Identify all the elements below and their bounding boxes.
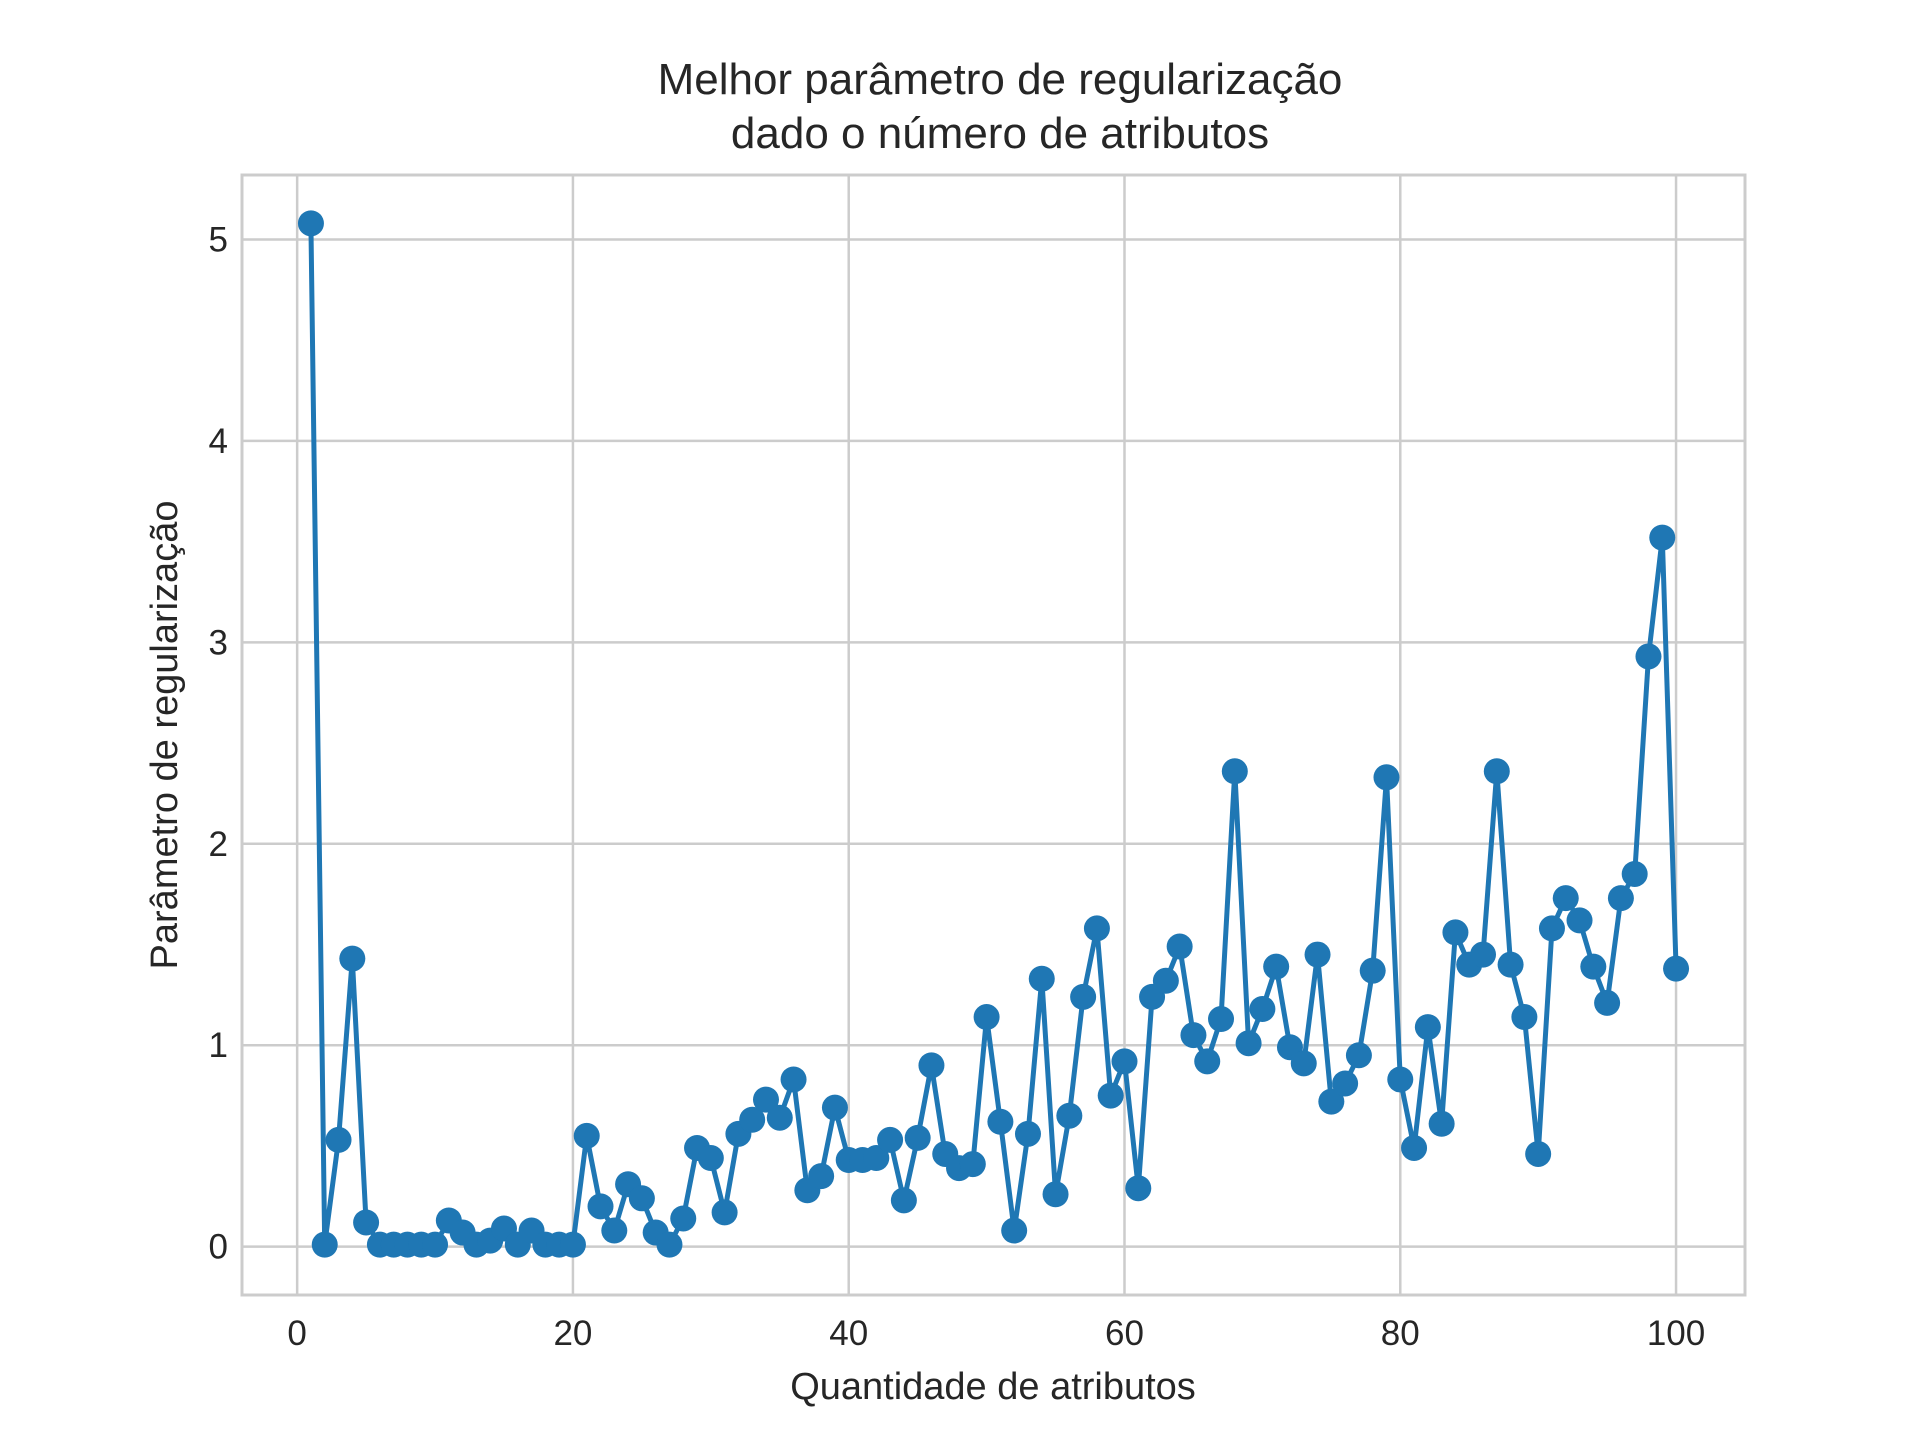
y-tick-label-3: 3 [209, 623, 228, 662]
data-point-65 [1180, 1022, 1207, 1049]
y-tick-label-0: 0 [209, 1228, 228, 1267]
data-point-83 [1428, 1110, 1455, 1137]
x-tick-label-60: 60 [1105, 1314, 1144, 1353]
data-point-87 [1483, 758, 1510, 785]
data-point-35 [766, 1104, 793, 1131]
data-point-2 [311, 1231, 338, 1258]
data-point-70 [1249, 995, 1276, 1022]
series-line-0 [308, 223, 1679, 1248]
x-tick-label-20: 20 [553, 1314, 592, 1353]
data-point-84 [1442, 919, 1469, 946]
data-point-98 [1635, 643, 1662, 670]
data-point-39 [821, 1094, 848, 1121]
data-point-30 [697, 1145, 724, 1172]
data-point-67 [1208, 1006, 1235, 1033]
data-point-71 [1263, 953, 1290, 980]
data-point-44 [890, 1187, 917, 1214]
data-point-75 [1318, 1088, 1345, 1115]
data-point-82 [1414, 1014, 1441, 1041]
data-point-66 [1194, 1048, 1221, 1075]
data-point-50 [973, 1004, 1000, 1031]
data-point-33 [739, 1106, 766, 1133]
x-tick-label-80: 80 [1381, 1314, 1420, 1353]
y-tick-label-2: 2 [209, 825, 228, 864]
data-point-79 [1373, 764, 1400, 791]
x-axis-label: Quantidade de atributos [790, 1366, 1196, 1408]
plot-frame [240, 173, 1747, 1297]
data-series [297, 210, 1690, 1258]
y-tick-label-1: 1 [209, 1026, 228, 1065]
data-point-99 [1649, 524, 1676, 551]
data-point-86 [1470, 941, 1497, 968]
data-point-23 [601, 1217, 628, 1244]
data-point-20 [559, 1231, 586, 1258]
data-point-28 [670, 1205, 697, 1232]
data-point-69 [1235, 1030, 1262, 1057]
data-point-57 [1070, 983, 1097, 1010]
data-point-76 [1332, 1070, 1359, 1097]
data-point-4 [339, 945, 366, 972]
data-point-100 [1663, 955, 1690, 982]
chart-title-line-2: dado o número de atributos [731, 109, 1269, 158]
data-point-94 [1580, 953, 1607, 980]
data-point-52 [1001, 1217, 1028, 1244]
data-point-49 [959, 1151, 986, 1178]
data-point-63 [1152, 967, 1179, 994]
chart-title-line-1: Melhor parâmetro de regularização [658, 55, 1343, 104]
data-point-97 [1621, 860, 1648, 887]
data-point-58 [1083, 915, 1110, 942]
data-point-5 [353, 1209, 380, 1236]
data-point-81 [1401, 1134, 1428, 1161]
data-point-61 [1125, 1175, 1152, 1202]
y-tick-label-5: 5 [209, 220, 228, 259]
data-point-45 [904, 1124, 931, 1151]
data-point-21 [573, 1122, 600, 1149]
data-point-38 [808, 1163, 835, 1190]
data-point-64 [1166, 933, 1193, 960]
data-point-60 [1111, 1048, 1138, 1075]
x-tick-label-100: 100 [1647, 1314, 1705, 1353]
data-point-27 [656, 1231, 683, 1258]
data-point-10 [422, 1231, 449, 1258]
data-point-77 [1345, 1042, 1372, 1069]
data-point-53 [1014, 1120, 1041, 1147]
data-point-54 [1028, 965, 1055, 992]
data-point-89 [1511, 1004, 1538, 1031]
data-point-3 [325, 1126, 352, 1153]
data-point-73 [1290, 1050, 1317, 1077]
tick-labels: 0 20 40 60 80 100 0 1 2 3 4 5 [209, 220, 1706, 1353]
data-point-1 [297, 210, 324, 237]
data-point-78 [1359, 957, 1386, 984]
data-point-51 [987, 1108, 1014, 1135]
data-point-36 [780, 1066, 807, 1093]
data-point-74 [1304, 941, 1331, 968]
data-point-56 [1056, 1102, 1083, 1129]
data-point-34 [752, 1086, 779, 1113]
data-point-25 [628, 1185, 655, 1212]
data-point-93 [1566, 907, 1593, 934]
data-point-96 [1607, 885, 1634, 912]
data-point-92 [1552, 885, 1579, 912]
x-tick-label-40: 40 [829, 1314, 868, 1353]
data-point-46 [918, 1052, 945, 1079]
data-point-22 [587, 1193, 614, 1220]
data-point-88 [1497, 951, 1524, 978]
data-point-31 [711, 1199, 738, 1226]
y-tick-label-4: 4 [209, 422, 228, 461]
data-point-91 [1538, 915, 1565, 942]
y-axis-label: Parâmetro de regularização [144, 501, 186, 970]
data-point-68 [1221, 758, 1248, 785]
data-point-59 [1097, 1082, 1124, 1109]
data-point-90 [1525, 1140, 1552, 1167]
data-point-80 [1387, 1066, 1414, 1093]
data-point-43 [877, 1126, 904, 1153]
x-tick-label-0: 0 [287, 1314, 306, 1353]
data-point-95 [1594, 989, 1621, 1016]
data-point-55 [1042, 1181, 1069, 1208]
data-point-42 [863, 1145, 890, 1172]
